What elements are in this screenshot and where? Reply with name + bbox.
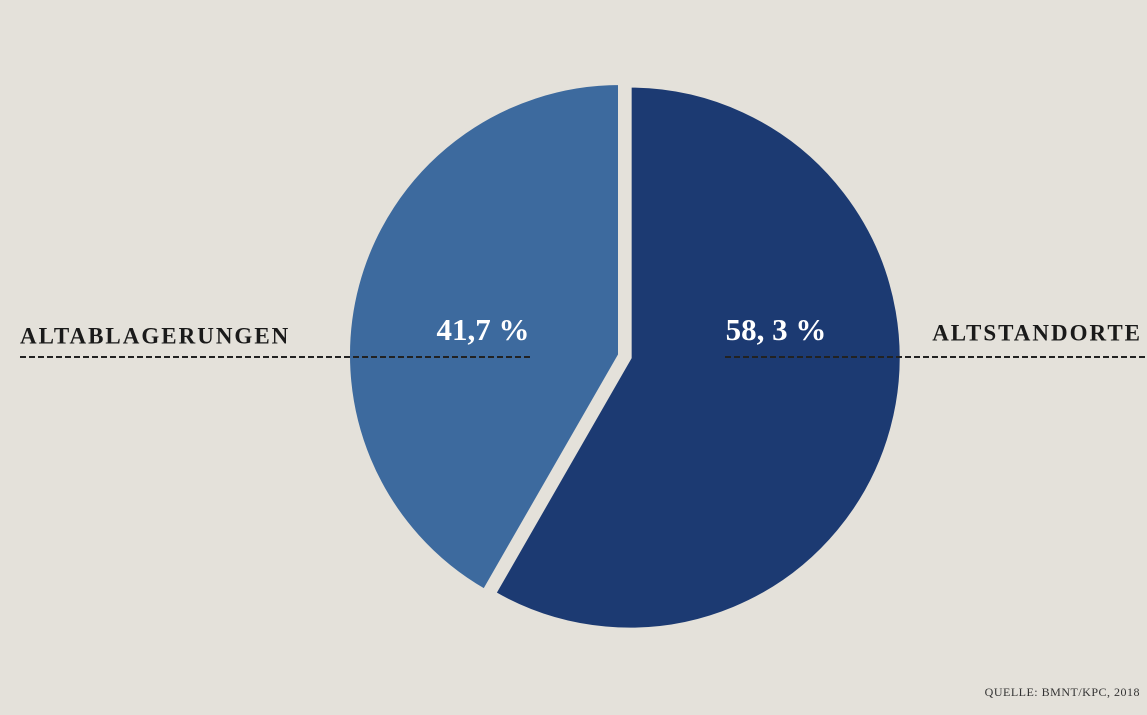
category-label: ALTSTANDORTE (932, 320, 1142, 345)
value-label: 58, 3 % (726, 312, 827, 347)
category-label: ALTABLAGERUNGEN (20, 323, 290, 348)
source: QUELLE: BMNT/KPC, 2018 (985, 685, 1140, 699)
pie-slice (346, 80, 622, 594)
pie (346, 80, 904, 632)
pie-slice (491, 83, 904, 632)
value-label: 41,7 % (437, 312, 530, 347)
